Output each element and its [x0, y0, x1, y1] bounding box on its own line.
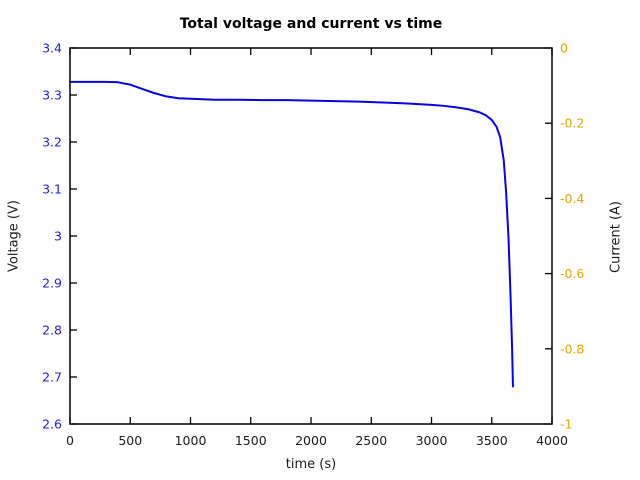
y-left-tick-label: 3.4: [42, 41, 62, 56]
x-tick-label: 2000: [295, 433, 327, 448]
y-right-tick-label: -0.2: [560, 116, 584, 131]
x-tick-label: 4000: [536, 433, 568, 448]
y-right-axis-title: Current (A): [608, 201, 624, 273]
x-tick-label: 3000: [416, 433, 448, 448]
y-right-tick-label: -0.6: [560, 266, 584, 281]
y-left-tick-label: 3.2: [42, 135, 62, 150]
axis-tick-labels: 0 500 1000 1500 2000 2500 3000 3500 4000 3.4 3.3 3.…: [42, 41, 584, 449]
plot-frame: [69, 47, 553, 425]
y-left-tick-label: 3.1: [42, 182, 62, 197]
x-tick-label: 2500: [355, 433, 387, 448]
chart-title: Total voltage and current vs time: [179, 16, 443, 32]
x-tick-label: 0: [66, 433, 74, 448]
x-tick-label: 500: [118, 433, 142, 448]
y-left-tick-label: 2.7: [42, 370, 62, 385]
data-curves: [69, 80, 514, 388]
axis-ticks: [69, 47, 553, 425]
y-right-tick-label: -0.4: [560, 191, 584, 206]
y-left-tick-label: 2.6: [42, 417, 62, 432]
y-right-tick-label: -1: [560, 417, 572, 432]
x-tick-label: 1500: [235, 433, 267, 448]
x-tick-label: 3500: [476, 433, 508, 448]
y-left-axis-title: Voltage (V): [6, 200, 22, 272]
y-right-tick-label: 0: [560, 41, 568, 56]
y-right-tick-label: -0.8: [560, 341, 584, 356]
y-left-tick-label: 3.3: [42, 88, 62, 103]
y-left-tick-label: 2.8: [42, 323, 62, 338]
x-axis-title: time (s): [285, 457, 337, 472]
plot-border: [69, 47, 553, 425]
x-tick-label: 1000: [175, 433, 207, 448]
y-left-tick-label: 2.9: [42, 276, 62, 291]
y-left-tick-label: 3: [54, 229, 62, 244]
voltage-curve: [69, 80, 514, 388]
